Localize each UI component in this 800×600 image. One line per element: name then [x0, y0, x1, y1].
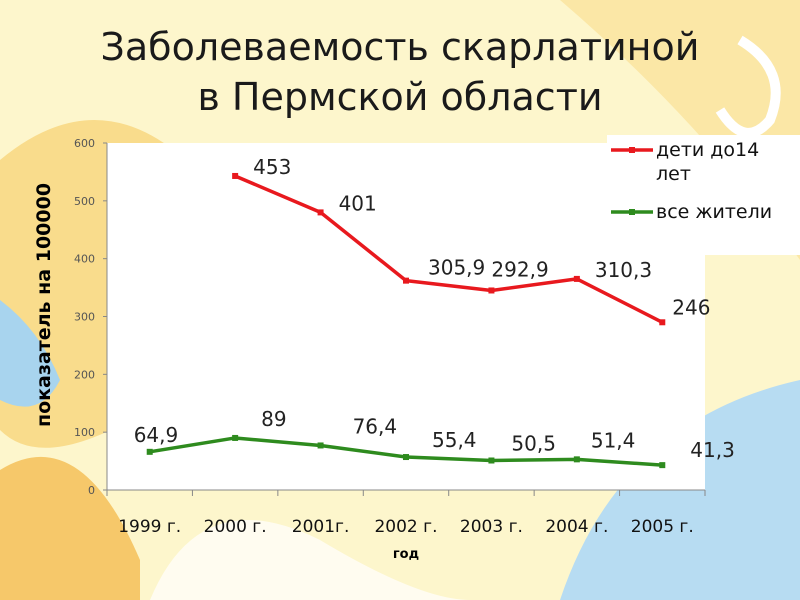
data-point [317, 442, 324, 449]
x-tick-label: 2003 г. [460, 517, 523, 537]
y-axis-label: показатель на 100000 [33, 183, 55, 427]
page-title: Заболеваемость скарлатиной в Пермской об… [0, 22, 800, 122]
data-label: 51,4 [591, 428, 636, 452]
data-point [317, 209, 324, 216]
data-label: 41,3 [690, 438, 735, 462]
title-line-2: в Пермской области [197, 75, 603, 119]
data-label: 55,4 [432, 428, 477, 452]
y-tick-label: 400 [74, 253, 95, 266]
data-point [488, 287, 495, 294]
y-tick-label: 300 [74, 311, 95, 324]
data-point [403, 277, 409, 284]
x-tick-label: 2002 г. [374, 517, 437, 537]
x-tick-label: 2005 г. [631, 517, 694, 537]
x-tick-label: 2001г. [292, 517, 350, 537]
data-point [232, 434, 239, 441]
y-tick-label: 0 [88, 484, 95, 497]
x-tick-label: 1999 г. [118, 517, 181, 537]
data-label: 310,3 [595, 258, 652, 282]
data-point [146, 448, 153, 455]
data-label: 292,9 [491, 257, 548, 281]
data-point [573, 456, 580, 463]
data-label: 64,9 [134, 423, 179, 447]
plot-area [107, 143, 705, 490]
y-tick-label: 100 [74, 426, 95, 439]
data-point [573, 275, 580, 282]
y-tick-label: 200 [74, 368, 95, 381]
data-point [232, 172, 239, 179]
data-label: 50,5 [511, 432, 556, 456]
legend-label: дети до14 [656, 139, 759, 161]
x-axis-label: год [393, 547, 419, 562]
data-label: 76,4 [353, 414, 398, 438]
y-tick-label: 600 [74, 137, 95, 150]
legend-label: лет [656, 163, 691, 185]
data-label: 246 [672, 295, 710, 319]
data-point [659, 319, 666, 326]
x-tick-label: 2000 г. [204, 517, 267, 537]
data-point [659, 462, 666, 469]
data-label: 89 [261, 407, 286, 431]
data-label: 401 [339, 191, 377, 215]
data-point [403, 454, 409, 461]
x-tick-label: 2004 г. [545, 517, 608, 537]
legend-marker [629, 209, 635, 215]
series-line [234, 174, 664, 324]
legend-label: все жители [656, 201, 772, 223]
title-line-1: Заболеваемость скарлатиной [100, 25, 700, 69]
data-point [488, 457, 495, 464]
data-label: 305,9 [428, 256, 485, 280]
legend-box [607, 135, 800, 255]
data-label: 453 [253, 155, 291, 179]
legend-marker [629, 147, 635, 153]
y-tick-label: 500 [74, 195, 95, 208]
